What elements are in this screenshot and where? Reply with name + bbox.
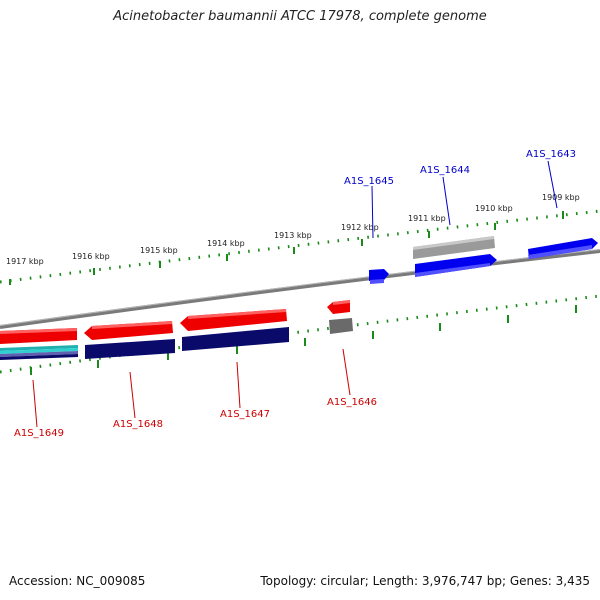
accession-text: Accession: NC_009085 xyxy=(9,574,146,588)
gene-a1s-1646[interactable] xyxy=(327,300,350,314)
gene-label: A1S_1646 xyxy=(327,397,377,408)
reverse-genes[interactable] xyxy=(0,300,353,360)
gene-a1s-1645[interactable] xyxy=(369,269,389,284)
gene-a1s-1646-track xyxy=(329,318,353,334)
label-leader-lines xyxy=(32,160,558,428)
kbp-label: 1909 kbp xyxy=(542,193,580,202)
gene-a1s-1647-track xyxy=(182,327,289,351)
upper-major-ticks xyxy=(9,211,564,285)
top-gene-labels[interactable]: A1S_1645 A1S_1644 A1S_1643 xyxy=(344,149,576,187)
gene-label: A1S_1643 xyxy=(526,149,576,160)
gene-a1s-1647[interactable] xyxy=(180,309,287,331)
gene-a1s-1649[interactable] xyxy=(0,328,77,344)
kbp-label: 1916 kbp xyxy=(72,252,110,261)
gene-a1s-1644-gray[interactable] xyxy=(413,236,495,259)
genome-backbone-highlight xyxy=(0,249,600,326)
gene-label: A1S_1648 xyxy=(113,419,163,430)
gene-label: A1S_1647 xyxy=(220,409,270,420)
gene-a1s-1648-track xyxy=(85,339,175,359)
gene-label: A1S_1645 xyxy=(344,176,394,187)
bottom-gene-labels[interactable]: A1S_1649 A1S_1648 A1S_1647 A1S_1646 xyxy=(14,397,377,439)
kbp-label: 1912 kbp xyxy=(341,223,379,232)
gene-a1s-1643[interactable] xyxy=(528,238,598,259)
kbp-label: 1917 kbp xyxy=(6,257,44,266)
kbp-label: 1915 kbp xyxy=(140,246,178,255)
upper-tick-ruler xyxy=(0,209,600,284)
gene-label: A1S_1644 xyxy=(420,165,470,176)
genome-backbone xyxy=(0,249,600,329)
gene-a1s-1648[interactable] xyxy=(84,321,173,340)
gene-label: A1S_1649 xyxy=(14,428,64,439)
kbp-scale-labels: 1917 kbp 1916 kbp 1915 kbp 1914 kbp 1913… xyxy=(6,193,580,266)
kbp-label: 1914 kbp xyxy=(207,239,245,248)
gene-a1s-1644[interactable] xyxy=(415,254,497,277)
kbp-label: 1910 kbp xyxy=(475,204,513,213)
gene-a1s-1649-tracks xyxy=(0,345,78,360)
map-title: Acinetobacter baumannii ATCC 17978, comp… xyxy=(113,9,487,24)
lower-major-ticks xyxy=(30,305,577,375)
forward-genes[interactable] xyxy=(369,236,598,284)
topology-summary: Topology: circular; Length: 3,976,747 bp… xyxy=(260,574,590,588)
kbp-label: 1911 kbp xyxy=(408,214,446,223)
lower-tick-ruler xyxy=(0,294,600,374)
kbp-label: 1913 kbp xyxy=(274,231,312,240)
